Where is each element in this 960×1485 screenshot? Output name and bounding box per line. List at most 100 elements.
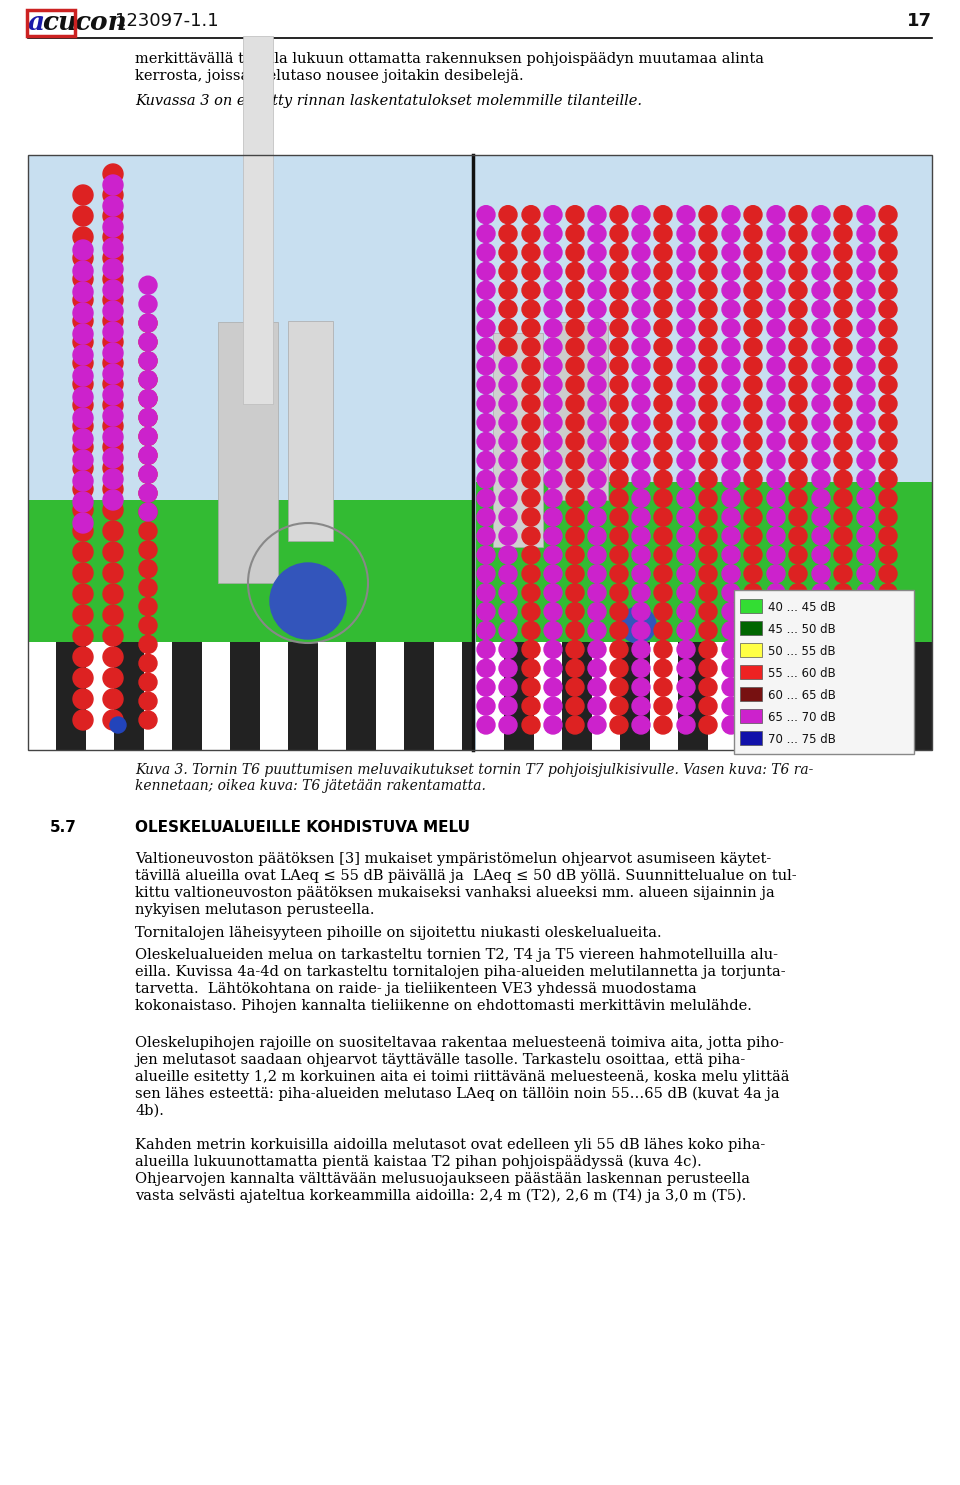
Circle shape: [677, 319, 695, 337]
Circle shape: [544, 451, 562, 469]
Circle shape: [857, 244, 875, 261]
Circle shape: [722, 564, 740, 582]
Circle shape: [722, 432, 740, 450]
Circle shape: [879, 584, 897, 601]
Circle shape: [544, 640, 562, 658]
Circle shape: [857, 527, 875, 545]
Circle shape: [103, 395, 123, 414]
Circle shape: [677, 263, 695, 281]
Circle shape: [588, 546, 606, 564]
Circle shape: [632, 696, 650, 716]
Circle shape: [544, 206, 562, 224]
Bar: [27, 10, 75, 36]
Circle shape: [857, 622, 875, 640]
Circle shape: [654, 584, 672, 601]
Text: alueilla lukuunottamatta pientä kaistaa T2 pihan pohjoispäädyssä (kuva 4c).: alueilla lukuunottamatta pientä kaistaa …: [135, 1155, 702, 1169]
Circle shape: [499, 508, 517, 526]
Circle shape: [588, 622, 606, 640]
Circle shape: [767, 263, 785, 281]
Circle shape: [610, 584, 628, 601]
Circle shape: [522, 263, 540, 281]
Circle shape: [499, 489, 517, 508]
Circle shape: [857, 584, 875, 601]
Circle shape: [722, 696, 740, 716]
Circle shape: [632, 395, 650, 413]
Circle shape: [544, 244, 562, 261]
Circle shape: [73, 521, 93, 541]
Circle shape: [632, 564, 650, 582]
Circle shape: [834, 263, 852, 281]
Circle shape: [73, 437, 93, 457]
Circle shape: [834, 319, 852, 337]
Circle shape: [522, 281, 540, 300]
Circle shape: [744, 622, 762, 640]
Circle shape: [767, 659, 785, 677]
Circle shape: [789, 224, 807, 242]
Circle shape: [744, 281, 762, 300]
Circle shape: [767, 356, 785, 374]
Circle shape: [834, 696, 852, 716]
Circle shape: [103, 333, 123, 352]
Circle shape: [610, 414, 628, 432]
Circle shape: [522, 584, 540, 601]
Circle shape: [879, 395, 897, 413]
Circle shape: [722, 339, 740, 356]
Circle shape: [103, 385, 123, 405]
Circle shape: [522, 451, 540, 469]
Circle shape: [588, 508, 606, 526]
Circle shape: [522, 564, 540, 582]
Circle shape: [477, 471, 495, 489]
Circle shape: [834, 414, 852, 432]
Circle shape: [588, 376, 606, 394]
Circle shape: [632, 244, 650, 261]
Circle shape: [477, 319, 495, 337]
Circle shape: [722, 622, 740, 640]
Circle shape: [566, 659, 584, 677]
Circle shape: [477, 716, 495, 734]
Circle shape: [139, 352, 157, 370]
Circle shape: [744, 414, 762, 432]
Circle shape: [544, 679, 562, 696]
Circle shape: [654, 527, 672, 545]
Circle shape: [477, 451, 495, 469]
Circle shape: [566, 640, 584, 658]
Text: 5.7: 5.7: [50, 820, 77, 835]
Circle shape: [73, 241, 93, 260]
Circle shape: [677, 508, 695, 526]
Circle shape: [522, 527, 540, 545]
Circle shape: [654, 603, 672, 621]
Circle shape: [767, 527, 785, 545]
Circle shape: [610, 679, 628, 696]
Circle shape: [588, 527, 606, 545]
Circle shape: [699, 300, 717, 318]
Circle shape: [103, 248, 123, 267]
Text: Kuva 3. Tornin T6 puuttumisen meluvaikutukset tornin T7 pohjoisjulkisivulle. Vas: Kuva 3. Tornin T6 puuttumisen meluvaikut…: [135, 763, 813, 777]
Circle shape: [610, 432, 628, 450]
Circle shape: [544, 263, 562, 281]
Text: con: con: [74, 10, 127, 36]
Circle shape: [544, 339, 562, 356]
Circle shape: [789, 263, 807, 281]
Bar: [740, 731, 762, 745]
Bar: [740, 621, 762, 636]
Circle shape: [139, 484, 157, 502]
Circle shape: [477, 696, 495, 716]
Circle shape: [566, 489, 584, 508]
Circle shape: [767, 546, 785, 564]
Circle shape: [699, 432, 717, 450]
Circle shape: [834, 527, 852, 545]
Circle shape: [610, 527, 628, 545]
Circle shape: [789, 679, 807, 696]
Circle shape: [544, 300, 562, 318]
Circle shape: [103, 542, 123, 561]
Circle shape: [499, 679, 517, 696]
Circle shape: [857, 300, 875, 318]
Circle shape: [677, 244, 695, 261]
Circle shape: [103, 584, 123, 604]
Text: 123097-1.1: 123097-1.1: [115, 12, 219, 30]
Circle shape: [632, 356, 650, 374]
Circle shape: [103, 416, 123, 437]
Circle shape: [744, 356, 762, 374]
Circle shape: [566, 471, 584, 489]
Circle shape: [789, 319, 807, 337]
